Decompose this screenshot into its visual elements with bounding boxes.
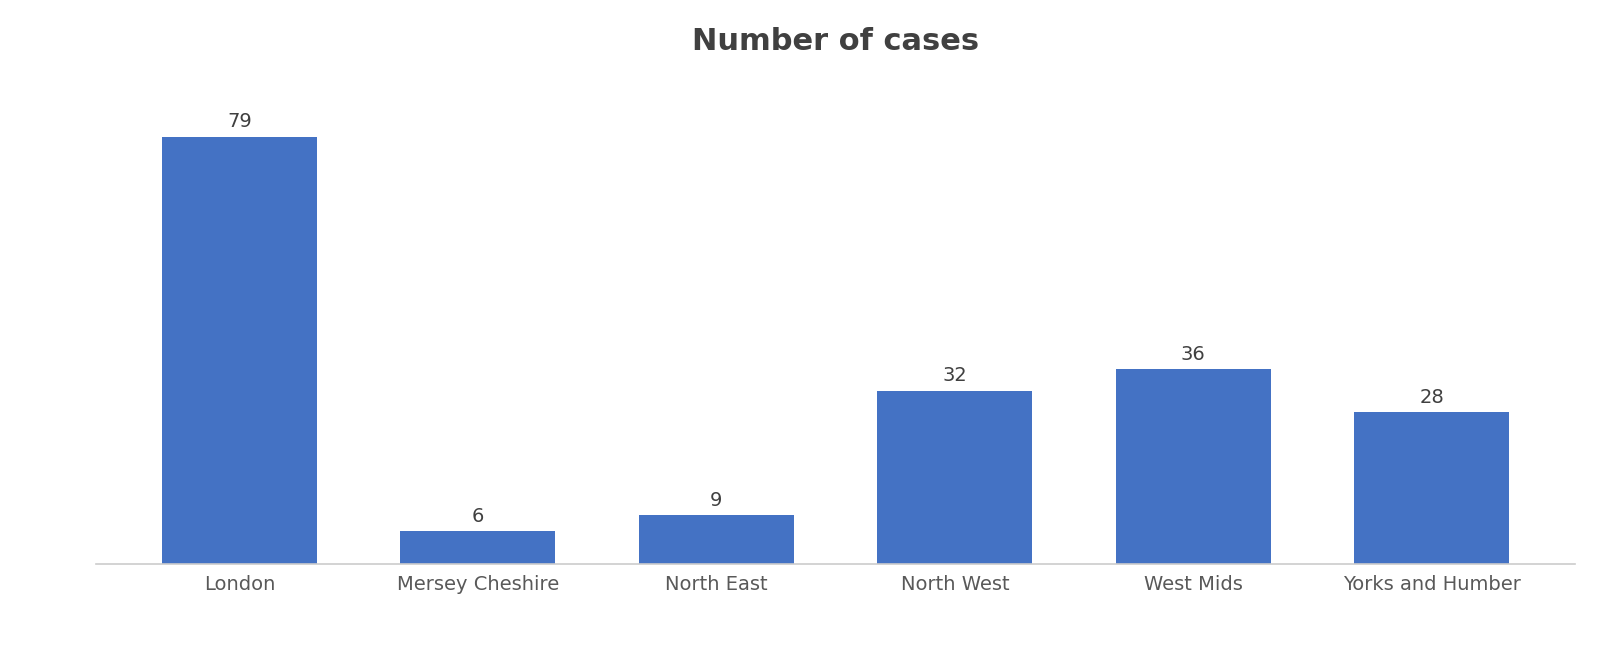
Bar <box>162 137 317 564</box>
Title: Number of cases: Number of cases <box>693 27 979 56</box>
Text: 79: 79 <box>227 112 252 131</box>
Text: 9: 9 <box>710 491 723 509</box>
Bar <box>877 391 1032 564</box>
Text: 28: 28 <box>1419 388 1445 407</box>
Text: 32: 32 <box>942 366 967 385</box>
Bar <box>400 531 556 564</box>
Bar <box>1115 369 1271 564</box>
Bar <box>1355 412 1509 564</box>
Text: 6: 6 <box>472 507 484 526</box>
Bar <box>640 515 794 564</box>
Text: 36: 36 <box>1181 345 1205 363</box>
